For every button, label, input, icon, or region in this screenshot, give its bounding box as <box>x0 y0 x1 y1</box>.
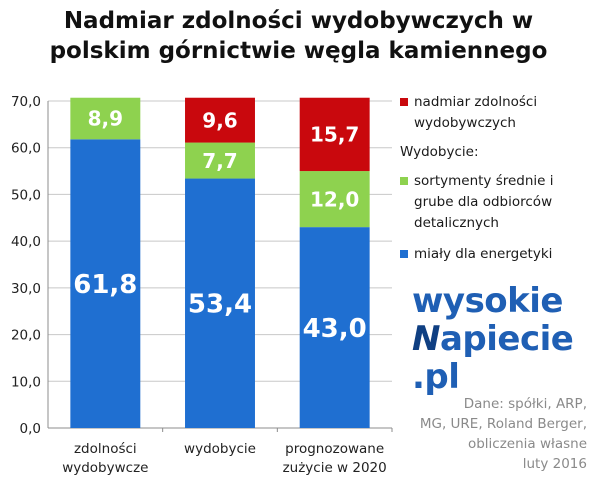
y-tick-label: 50,0 <box>11 187 41 203</box>
title-line-1: Nadmiar zdolności wydobywczych w <box>63 8 534 34</box>
data-label: 15,7 <box>310 123 359 147</box>
source-line-2: MG, URE, Roland Berger, <box>419 416 587 432</box>
source-note: Dane: spółki, ARP, MG, URE, Roland Berge… <box>407 394 587 474</box>
y-tick-label: 60,0 <box>11 141 41 157</box>
bar-segment-fines <box>70 139 141 428</box>
x-category-label: zdolności <box>74 441 137 457</box>
logo: wysokie Napiecie .pl <box>412 281 574 397</box>
logo-line-2: Napiecie <box>412 319 574 359</box>
y-tick-label: 10,0 <box>11 374 41 390</box>
bar-segment-fines <box>185 178 255 428</box>
source-line-4: luty 2016 <box>522 456 587 472</box>
logo-bolt-letter: N <box>412 319 440 359</box>
y-tick-label: 20,0 <box>11 328 41 344</box>
legend-swatch-fines <box>400 250 408 258</box>
bar-segment-excess <box>299 97 370 172</box>
x-category-label: zużycie w 2020 <box>283 460 387 476</box>
chart-title: Nadmiar zdolności wydobywczych w polskim… <box>0 6 597 66</box>
legend-item-medium: sortymenty średnie i grube dla odbiorców… <box>400 171 590 234</box>
data-label: 61,8 <box>73 270 137 300</box>
legend-label-fines: miały dla energetyki <box>414 246 553 262</box>
source-line-1: Dane: spółki, ARP, <box>463 396 587 412</box>
y-tick-label: 0,0 <box>20 421 41 437</box>
bar-segment-excess <box>185 97 255 143</box>
legend: nadmiar zdolności wydobywczych Wydobycie… <box>400 92 590 265</box>
logo-line-2-rest: apiecie <box>439 319 574 359</box>
y-tick-label: 70,0 <box>11 94 41 110</box>
bar-segment-medium <box>299 171 370 228</box>
x-category-label: prognozowane <box>285 441 384 457</box>
data-label: 8,9 <box>88 107 123 131</box>
data-label: 7,7 <box>202 149 237 173</box>
data-label: 53,4 <box>188 290 252 320</box>
legend-label-excess: nadmiar zdolności wydobywczych <box>414 94 538 131</box>
data-label: 43,0 <box>303 314 367 344</box>
legend-item-fines: miały dla energetyki <box>400 244 590 265</box>
y-tick-label: 40,0 <box>11 234 41 250</box>
x-category-label: wydobycie <box>184 441 256 457</box>
legend-swatch-excess <box>400 98 408 106</box>
legend-item-excess: nadmiar zdolności wydobywczych <box>400 92 590 134</box>
legend-heading: Wydobycie: <box>400 144 479 160</box>
legend-label-medium: sortymenty średnie i grube dla odbiorców… <box>414 173 554 231</box>
bar-segment-medium <box>70 97 141 140</box>
logo-line-1: wysokie <box>412 281 564 321</box>
legend-swatch-medium <box>400 177 408 185</box>
logo-line-3: .pl <box>412 357 460 397</box>
x-category-label: wydobywcze <box>62 460 148 476</box>
title-line-2: polskim górnictwie węgla kamiennego <box>49 38 548 64</box>
data-label: 9,6 <box>202 108 237 132</box>
source-line-3: obliczenia własne <box>467 436 587 452</box>
bar-segment-medium <box>185 142 255 179</box>
data-label: 12,0 <box>310 187 359 211</box>
y-tick-label: 30,0 <box>11 281 41 297</box>
bar-segment-fines <box>299 227 370 428</box>
